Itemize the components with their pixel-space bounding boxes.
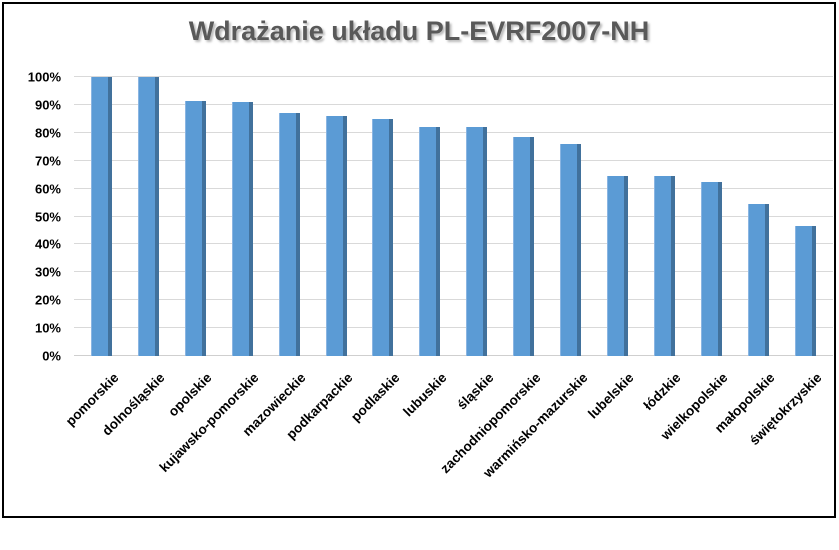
bar — [419, 127, 440, 356]
bar — [701, 182, 722, 356]
x-category-label: lubuskie — [269, 370, 449, 550]
bar — [607, 176, 628, 356]
bar — [513, 137, 534, 356]
bar — [326, 116, 347, 356]
y-tick-label: 50% — [35, 209, 61, 224]
y-tick-label: 80% — [35, 125, 61, 140]
y-tick-label: 10% — [35, 321, 61, 336]
bar — [232, 102, 253, 356]
gridline — [74, 76, 833, 77]
bar — [795, 226, 816, 356]
x-category-label: podlaskie — [222, 370, 402, 550]
bar — [466, 127, 487, 356]
y-tick-label: 30% — [35, 265, 61, 280]
x-category-label: opolskie — [35, 370, 215, 550]
bar — [91, 77, 112, 356]
y-tick-label: 100% — [28, 70, 61, 85]
y-tick-label: 90% — [35, 97, 61, 112]
x-category-label: śląskie — [316, 370, 496, 550]
x-category-label: zachodniopomorskie — [363, 370, 543, 550]
x-category-label: małopolskie — [597, 370, 777, 550]
x-category-label: podkarpackie — [175, 370, 355, 550]
y-tick-label: 60% — [35, 181, 61, 196]
x-category-label: kujawsko-pomorskie — [81, 370, 261, 550]
bar — [560, 144, 581, 356]
x-category-label: lubelskie — [457, 370, 637, 550]
y-tick-label: 0% — [42, 349, 61, 364]
chart-frame: Wdrażanie układu PL-EVRF2007-NH 0%10%20%… — [2, 2, 836, 518]
x-category-label: świętokrzyskie — [644, 370, 824, 550]
x-category-label: warmińsko-mazurskie — [410, 370, 590, 550]
bar — [279, 113, 300, 356]
y-tick-label: 20% — [35, 293, 61, 308]
x-category-label: łódzkie — [504, 370, 684, 550]
bar — [372, 119, 393, 356]
x-category-label: wielkopolskie — [550, 370, 730, 550]
bar — [138, 77, 159, 356]
y-tick-label: 70% — [35, 153, 61, 168]
bar — [748, 204, 769, 356]
y-tick-label: 40% — [35, 237, 61, 252]
chart-title: Wdrażanie układu PL-EVRF2007-NH — [4, 16, 834, 47]
x-category-label: mazowieckie — [128, 370, 308, 550]
bar — [654, 176, 675, 356]
plot-area: 0%10%20%30%40%50%60%70%80%90%100%pomorsk… — [74, 77, 833, 356]
bar — [185, 101, 206, 356]
